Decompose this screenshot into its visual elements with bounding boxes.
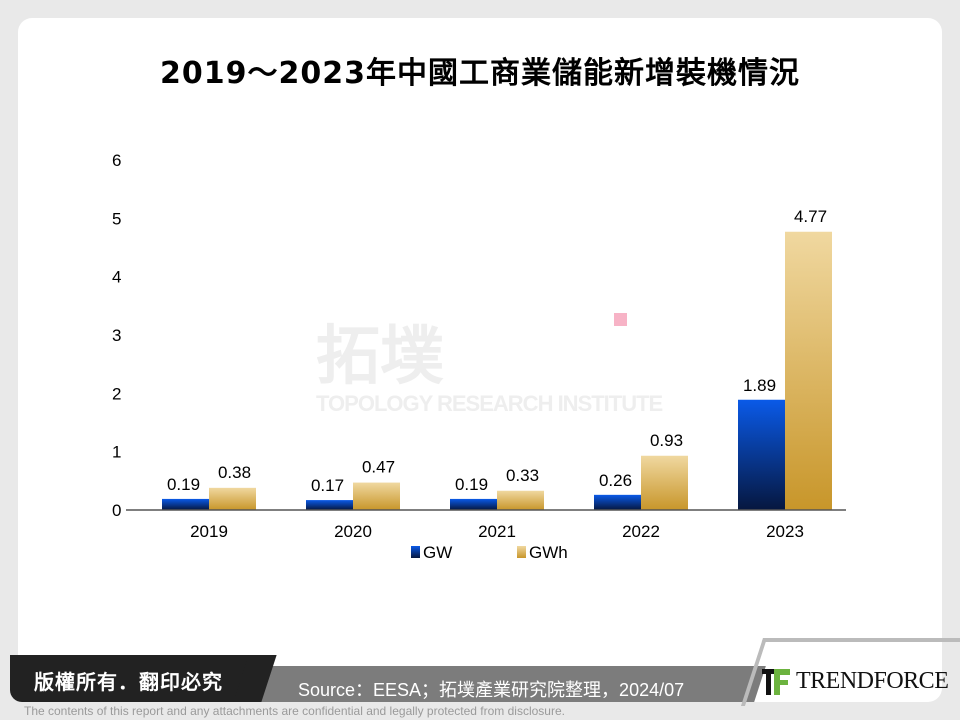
disclaimer: The contents of this report and any atta… (24, 704, 565, 718)
data-label: 0.47 (362, 458, 395, 477)
legend-label-gwh: GWh (529, 543, 568, 562)
trendforce-logo-icon (762, 668, 790, 695)
legend-swatch-gw (411, 546, 420, 558)
y-tick-label: 6 (112, 151, 121, 170)
data-label: 0.38 (218, 463, 251, 482)
bar-gwh-2020 (353, 482, 400, 510)
bar-gwh-2021 (497, 490, 544, 510)
trendforce-logo: TRENDFORCE (762, 668, 949, 695)
data-label: 0.33 (506, 466, 539, 485)
y-tick-label: 2 (112, 384, 121, 403)
data-label: 0.19 (167, 475, 200, 494)
y-tick-label: 0 (112, 501, 121, 520)
data-label: 1.89 (743, 376, 776, 395)
y-tick-label: 4 (112, 268, 121, 287)
data-label: 0.93 (650, 431, 683, 450)
legend-swatch-gwh (517, 546, 526, 558)
bar-gwh-2019 (209, 487, 256, 510)
watermark-en: TOPOLOGY RESEARCH INSTITUTE (316, 391, 663, 416)
bar-gw-2023 (738, 399, 785, 510)
data-label: 4.77 (794, 207, 827, 226)
bar-gw-2022 (594, 494, 641, 510)
watermark-mark (614, 313, 627, 326)
legend-label-gw: GW (423, 543, 452, 562)
trendforce-logo-text: TRENDFORCE (796, 668, 949, 694)
data-label: 0.17 (311, 476, 344, 495)
data-label: 0.26 (599, 471, 632, 490)
footer-copyright-bar (10, 655, 255, 702)
x-tick-label: 2022 (622, 522, 660, 541)
y-tick-label: 3 (112, 326, 121, 345)
bar-gw-2021 (450, 498, 497, 510)
watermark: 拓墣 TOPOLOGY RESEARCH INSTITUTE (316, 305, 663, 417)
bar-gw-2020 (306, 500, 353, 510)
copyright-text: 版權所有．翻印必究 (34, 670, 223, 694)
bar-gw-2019 (162, 498, 209, 510)
x-tick-label: 2021 (478, 522, 516, 541)
watermark-cn: 拓墣 (316, 320, 444, 394)
x-tick-label: 2020 (334, 522, 372, 541)
source-text: Source：EESA；拓墣產業研究院整理，2024/07 (298, 680, 685, 700)
bar-gwh-2023 (785, 231, 832, 510)
y-tick-label: 5 (112, 209, 121, 228)
x-tick-label: 2023 (766, 522, 804, 541)
bar-gwh-2022 (641, 455, 688, 510)
chart-title: 2019～2023年中國工商業儲能新增裝機情況 (160, 56, 800, 91)
x-tick-label: 2019 (190, 522, 228, 541)
y-tick-label: 1 (112, 443, 121, 462)
data-label: 0.19 (455, 475, 488, 494)
legend: GW GWh (411, 543, 568, 562)
